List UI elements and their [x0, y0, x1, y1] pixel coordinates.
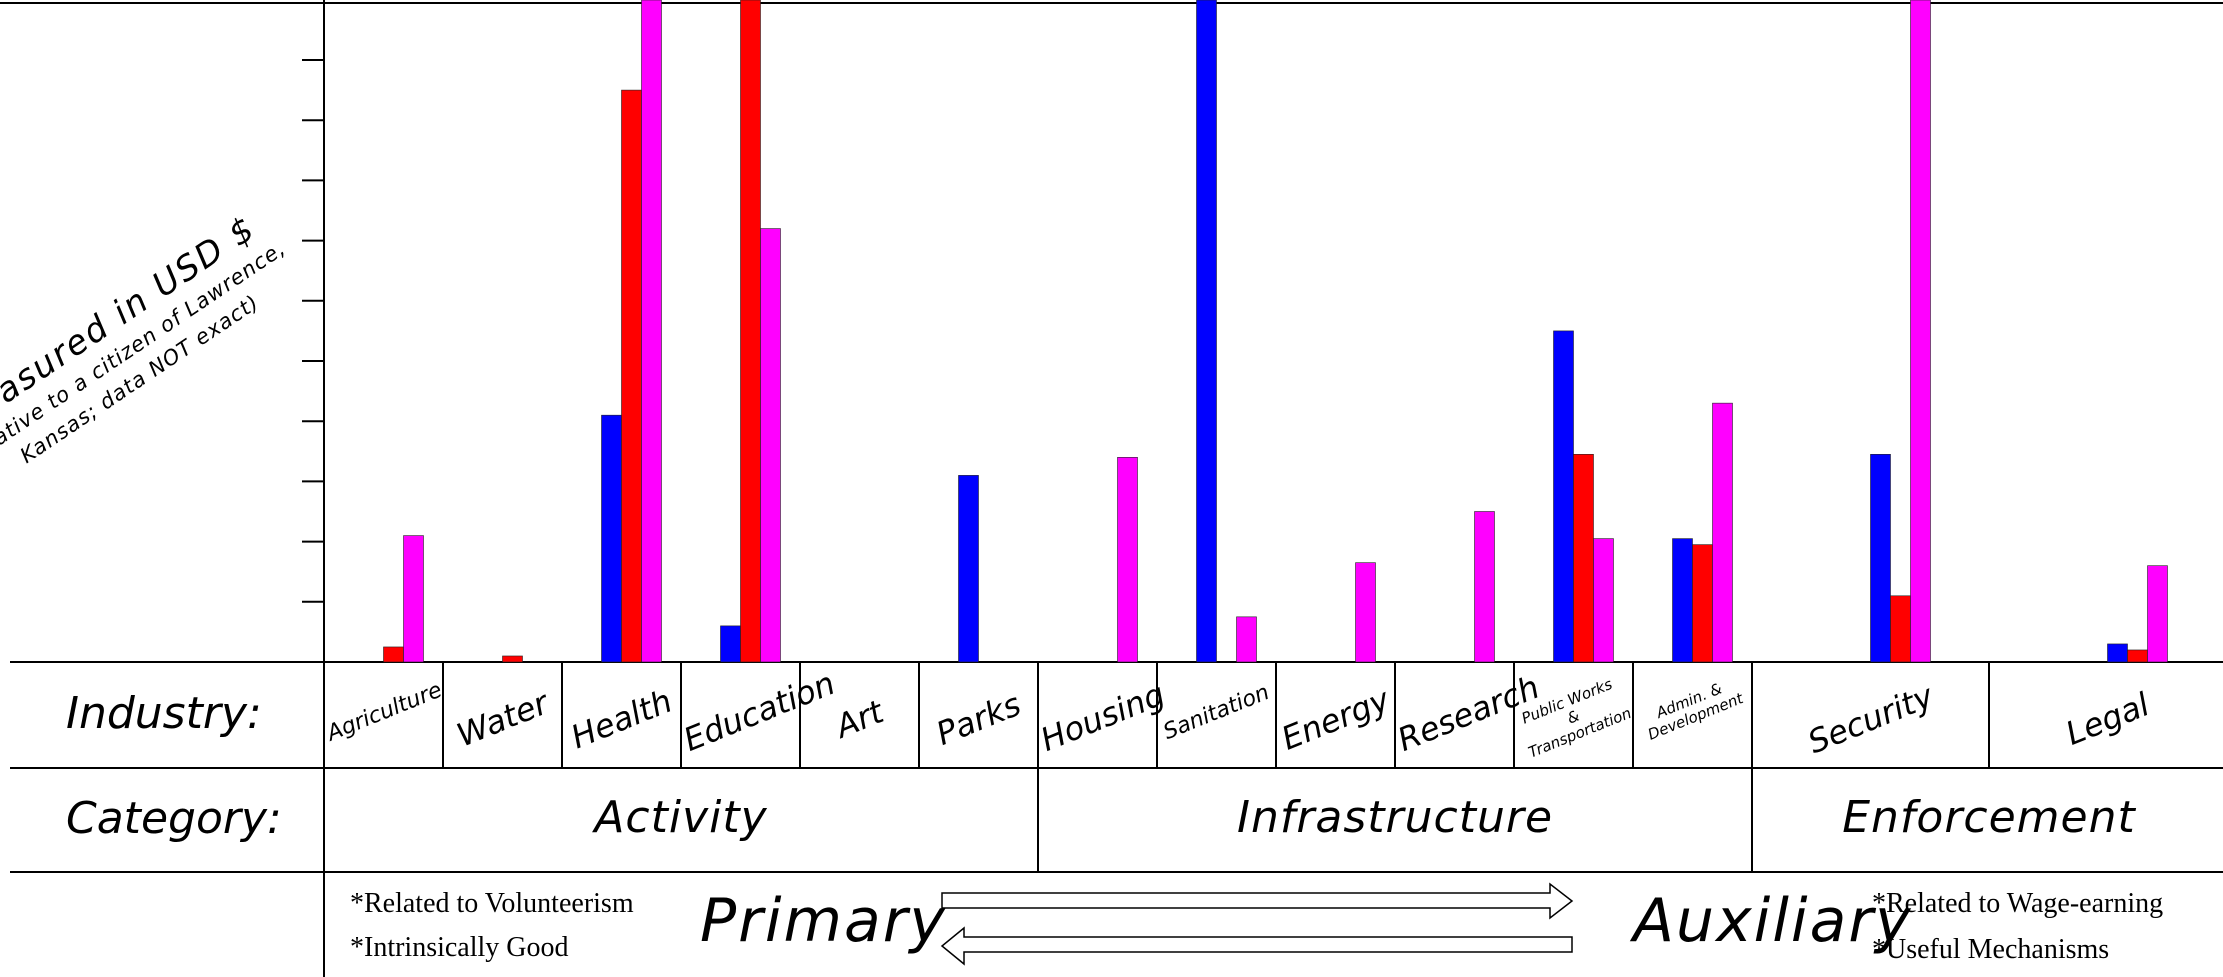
industry-header: Industry: [66, 688, 262, 739]
primary-note-1: *Related to Volunteerism [350, 888, 634, 919]
bars-group [383, 0, 2168, 663]
left-arrow [940, 926, 1573, 966]
bar [1870, 454, 1891, 663]
primary-label: Primary [700, 886, 947, 956]
bar [601, 414, 622, 663]
bar [2147, 565, 2168, 663]
bar [1890, 595, 1911, 663]
bar [2127, 649, 2148, 663]
category-label: Activity [594, 792, 768, 843]
bar [1474, 511, 1495, 663]
category-header: Category: [66, 793, 282, 844]
bar [760, 228, 781, 663]
direction-arrows [940, 882, 1574, 966]
category-label: Infrastructure [1236, 792, 1554, 843]
right-arrow [941, 882, 1574, 920]
bar [1593, 538, 1614, 663]
bar [403, 535, 424, 663]
bar [1117, 457, 1138, 663]
bar [502, 655, 523, 663]
primary-note-2: *Intrinsically Good [350, 932, 569, 963]
bar [740, 0, 761, 663]
y-axis-ticks [302, 59, 324, 603]
bar [383, 646, 404, 663]
bar [720, 625, 741, 663]
auxiliary-note-1: *Related to Wage-earning [1872, 888, 2164, 919]
bar [1355, 562, 1376, 663]
bar [1573, 454, 1594, 663]
bar [621, 89, 642, 663]
bar [1692, 544, 1713, 663]
bar [1236, 616, 1257, 663]
auxiliary-note-2: *Useful Mechanisms [1872, 934, 2110, 965]
bar [1672, 538, 1693, 663]
bar [2107, 643, 2128, 663]
auxiliary-label: Auxiliary [1633, 886, 1913, 956]
bar [1196, 0, 1217, 663]
bar [1553, 330, 1574, 663]
category-label: Enforcement [1842, 792, 2136, 843]
bar [1910, 0, 1931, 663]
bar [641, 0, 662, 663]
bar [1712, 402, 1733, 663]
bar [958, 475, 979, 663]
